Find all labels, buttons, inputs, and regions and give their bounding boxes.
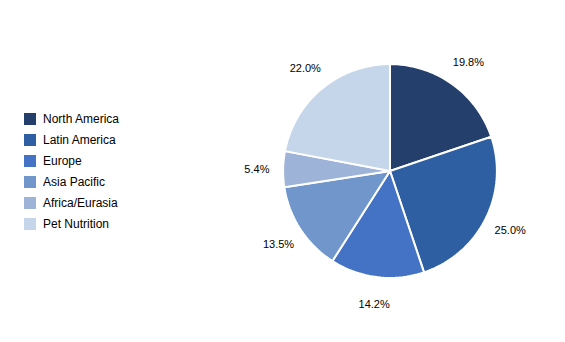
svg-text:14.2%: 14.2% — [359, 298, 390, 310]
html-text:Europe: Europe — [43, 153, 82, 168]
svg-text:13.5%: 13.5% — [263, 238, 294, 250]
html-text:North America: North America — [43, 111, 119, 126]
html-text:Latin America: Latin America — [43, 132, 116, 147]
svg-text:5.4%: 5.4% — [244, 163, 269, 175]
html-text:Asia Pacific: Asia Pacific — [43, 174, 105, 189]
svg-text:19.8%: 19.8% — [453, 56, 484, 68]
svg-text:22.0%: 22.0% — [290, 62, 321, 74]
svg-text:25.0%: 25.0% — [495, 224, 526, 236]
html-text:Africa/Eurasia: Africa/Eurasia — [43, 195, 118, 210]
html-text:Pet Nutrition: Pet Nutrition — [43, 216, 109, 231]
